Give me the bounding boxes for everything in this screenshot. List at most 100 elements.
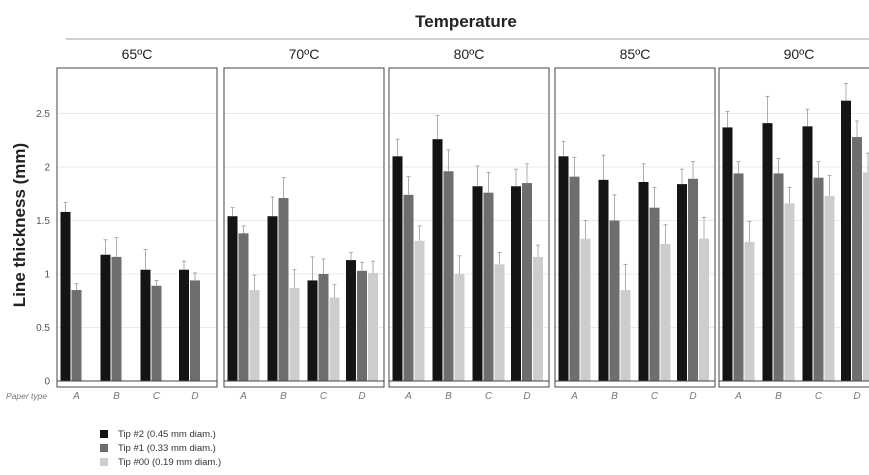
panel-70c: 70ºC A B C D xyxy=(223,46,385,402)
error-bar xyxy=(193,272,197,281)
error-bar xyxy=(486,171,491,193)
category-label: D xyxy=(523,391,530,402)
category-label: D xyxy=(191,391,198,402)
bar xyxy=(432,139,443,381)
bar xyxy=(569,176,580,381)
error-bar xyxy=(855,120,859,138)
panel-90c: 90ºC A B C D xyxy=(718,46,869,402)
bar xyxy=(699,238,709,381)
category-label: D xyxy=(358,391,365,402)
category-label: D xyxy=(689,391,696,402)
bar xyxy=(357,270,367,381)
error-bar xyxy=(497,252,502,265)
panel-80c: 80ºC A B C D xyxy=(388,46,550,402)
bar xyxy=(620,290,631,381)
error-bar xyxy=(252,274,257,291)
error-bar xyxy=(663,224,668,245)
bar xyxy=(609,220,620,381)
panel-frame xyxy=(388,67,550,388)
bar xyxy=(392,156,403,381)
error-bar xyxy=(406,176,411,195)
error-bar xyxy=(601,154,606,180)
bar xyxy=(558,156,569,381)
error-bar xyxy=(371,260,375,273)
legend-item-tip-00: Tip #00 (0.19 mm diam.) xyxy=(100,455,221,469)
panel-frame xyxy=(56,67,218,388)
panel-frame xyxy=(554,67,716,388)
error-bar xyxy=(583,220,588,239)
error-bar xyxy=(435,115,440,140)
bar xyxy=(443,171,454,381)
error-bar xyxy=(612,194,617,221)
bar xyxy=(60,211,71,381)
category-label: C xyxy=(485,391,493,402)
legend-item-tip-1: Tip #1 (0.33 mm diam.) xyxy=(100,441,221,455)
error-bar xyxy=(652,186,657,208)
y-tick-label: 1.5 xyxy=(36,216,50,227)
category-label: A xyxy=(404,391,412,402)
bar xyxy=(346,260,356,381)
bar xyxy=(784,203,795,381)
bar xyxy=(580,238,591,381)
error-bar xyxy=(623,263,628,291)
error-bar xyxy=(446,149,451,172)
bar xyxy=(813,177,824,381)
bar xyxy=(238,233,249,381)
error-bar xyxy=(292,269,297,288)
panel-85c: 85ºC A B C D xyxy=(554,46,716,402)
category-label: B xyxy=(445,391,452,402)
error-bar xyxy=(844,83,848,101)
error-bar xyxy=(680,168,684,185)
bar xyxy=(773,173,784,381)
category-label: C xyxy=(320,391,328,402)
y-tick-label: 2 xyxy=(44,163,50,174)
legend-label-tip-2: Tip #2 (0.45 mm diam.) xyxy=(118,428,216,440)
bar xyxy=(454,274,465,381)
panel-title: 85ºC xyxy=(620,46,651,62)
bar xyxy=(733,173,744,381)
bar xyxy=(368,272,378,381)
error-bar xyxy=(182,260,186,270)
legend-label-tip-00: Tip #00 (0.19 mm diam.) xyxy=(118,456,222,468)
legend-swatch-tip-00 xyxy=(100,458,108,466)
bar xyxy=(227,216,238,381)
error-bar xyxy=(725,110,730,128)
bar xyxy=(533,256,543,381)
bar xyxy=(414,240,425,381)
error-bar xyxy=(736,161,741,174)
category-label: A xyxy=(570,391,578,402)
chart-panels: 65ºC A B C D 70ºC A B C D 80ºC A B C D 85ºC A B C D 90ºC A B C D xyxy=(56,46,869,402)
bar xyxy=(151,285,162,381)
error-bar xyxy=(765,95,770,124)
category-label: B xyxy=(775,391,782,402)
panel-title: 90ºC xyxy=(784,46,815,62)
bar xyxy=(249,290,260,381)
error-bar xyxy=(417,225,422,241)
error-bar xyxy=(866,152,869,173)
error-bar xyxy=(536,244,540,257)
bar xyxy=(403,194,414,381)
error-bar xyxy=(321,258,326,274)
error-bar xyxy=(827,175,832,196)
error-bar xyxy=(572,156,577,177)
panel-title: 80ºC xyxy=(454,46,485,62)
category-label: B xyxy=(280,391,287,402)
error-bar xyxy=(349,252,353,261)
panel-frame xyxy=(223,67,385,388)
bar xyxy=(140,269,151,381)
bar xyxy=(762,123,773,381)
category-label: C xyxy=(153,391,161,402)
bar xyxy=(744,241,755,381)
error-bar xyxy=(332,284,337,298)
error-bar xyxy=(143,248,148,270)
error-bar xyxy=(702,216,706,239)
error-bar xyxy=(475,165,480,187)
bar xyxy=(329,297,340,381)
bar xyxy=(307,280,318,381)
legend-swatch-tip-1 xyxy=(100,444,108,452)
bar xyxy=(179,269,189,381)
error-bar xyxy=(360,261,364,271)
bar xyxy=(472,186,483,381)
bar xyxy=(100,254,111,381)
